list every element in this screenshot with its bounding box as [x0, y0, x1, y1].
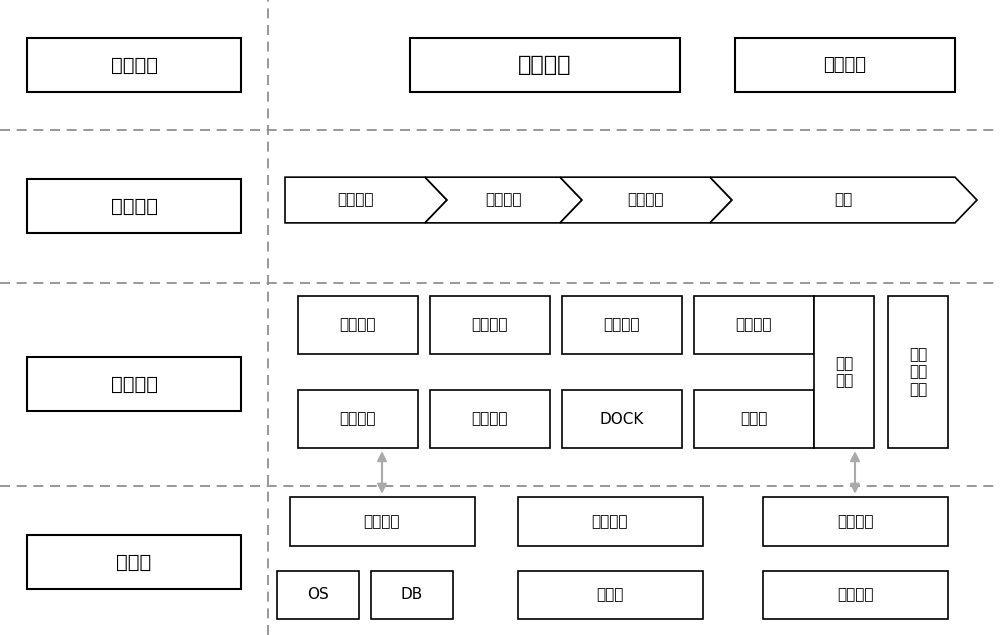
- Text: 虚拟化: 虚拟化: [596, 587, 624, 603]
- Bar: [518, 572, 702, 618]
- Bar: [735, 38, 955, 92]
- Text: 流量控制: 流量控制: [736, 318, 772, 333]
- Text: 基础层: 基础层: [116, 552, 152, 572]
- Text: 网络配置: 网络配置: [340, 318, 376, 333]
- Bar: [814, 296, 874, 448]
- Text: DB: DB: [401, 587, 423, 603]
- Polygon shape: [425, 177, 582, 223]
- Text: 时间控制: 时间控制: [604, 318, 640, 333]
- Bar: [27, 179, 241, 233]
- Text: 结果输出: 结果输出: [110, 56, 158, 75]
- Bar: [562, 296, 682, 354]
- Bar: [27, 535, 241, 589]
- Bar: [298, 296, 418, 354]
- Polygon shape: [560, 177, 732, 223]
- Bar: [430, 390, 550, 448]
- Bar: [298, 390, 418, 448]
- Text: 报告输出: 报告输出: [518, 55, 572, 76]
- Bar: [27, 38, 241, 92]
- Text: 人工干预: 人工干预: [485, 192, 522, 208]
- Bar: [763, 572, 948, 618]
- Bar: [888, 296, 948, 448]
- Text: 任务管理: 任务管理: [628, 192, 664, 208]
- Text: 目标检测: 目标检测: [110, 375, 158, 394]
- Bar: [410, 38, 680, 92]
- Text: 查询: 查询: [834, 192, 853, 208]
- Text: 数据
存储
缓存: 数据 存储 缓存: [909, 347, 927, 397]
- Bar: [763, 497, 948, 546]
- Bar: [371, 572, 453, 618]
- Bar: [27, 357, 241, 411]
- Text: 二次对比: 二次对比: [824, 57, 866, 74]
- Bar: [562, 390, 682, 448]
- Text: 权限
控制: 权限 控制: [835, 356, 853, 389]
- Text: OS: OS: [307, 587, 329, 603]
- Bar: [430, 296, 550, 354]
- Text: 测试源: 测试源: [740, 411, 768, 427]
- Text: 任务接口: 任务接口: [592, 514, 628, 529]
- Text: 项目管理: 项目管理: [337, 192, 373, 208]
- Bar: [694, 390, 814, 448]
- Bar: [277, 572, 359, 618]
- Polygon shape: [285, 177, 447, 223]
- Text: 集群控制: 集群控制: [472, 318, 508, 333]
- Bar: [290, 497, 475, 546]
- Text: 数据控制: 数据控制: [110, 197, 158, 216]
- Text: 攻击模块: 攻击模块: [340, 411, 376, 427]
- Text: 消息队列: 消息队列: [837, 587, 873, 603]
- Text: 调度引擎: 调度引擎: [364, 514, 400, 529]
- Bar: [518, 497, 702, 546]
- Text: DOCK: DOCK: [600, 411, 644, 427]
- Text: 监控模块: 监控模块: [837, 514, 873, 529]
- Polygon shape: [710, 177, 977, 223]
- Text: 项目数据: 项目数据: [472, 411, 508, 427]
- Bar: [694, 296, 814, 354]
